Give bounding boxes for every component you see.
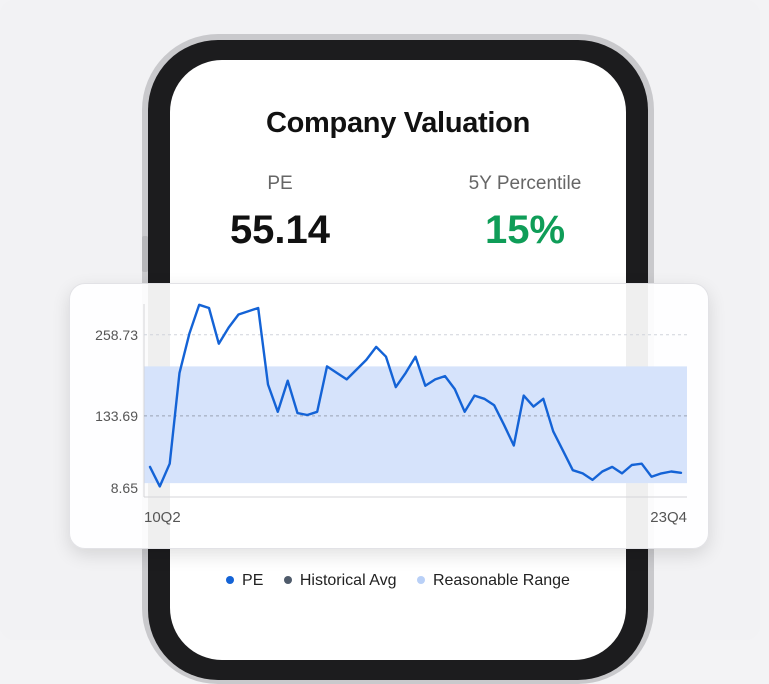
pe-value: 55.14 <box>229 208 331 252</box>
legend-label-pe: PE <box>242 572 264 589</box>
historical-avg-dot-icon <box>283 576 292 584</box>
percentile-label: 5Y Percentile <box>468 173 582 194</box>
legend-item-pe[interactable]: PE <box>226 572 263 590</box>
page-title: Company Valuation <box>266 107 530 139</box>
percentile-value: 15% <box>484 208 566 252</box>
y-tick-label: 133.69 <box>95 408 138 424</box>
reasonable-range-band <box>144 366 687 484</box>
pe-chart-card: 258.73 133.69 8.65 10Q2 23Q4 <box>69 283 709 549</box>
phone-side-button <box>142 236 148 272</box>
pe-series-line <box>148 303 683 488</box>
y-tick-label: 258.73 <box>95 327 138 343</box>
legend-label-historical-avg: Historical Avg <box>299 572 397 589</box>
legend-label-reasonable-range: Reasonable Range <box>432 572 570 589</box>
pe-dot-icon <box>226 576 235 584</box>
x-tick-label: 10Q2 <box>144 509 181 526</box>
chart-legend: PE Historical Avg Reasonable Range <box>170 572 626 590</box>
legend-item-historical-avg[interactable]: Historical Avg <box>283 572 397 590</box>
reasonable-range-dot-icon <box>416 576 425 584</box>
y-tick-label: 8.65 <box>111 480 138 496</box>
legend-item-reasonable-range[interactable]: Reasonable Range <box>416 572 570 590</box>
x-tick-label: 23Q4 <box>650 509 687 526</box>
pe-chart: 258.73 133.69 8.65 10Q2 23Q4 <box>95 303 687 526</box>
pe-label: PE <box>267 173 293 194</box>
